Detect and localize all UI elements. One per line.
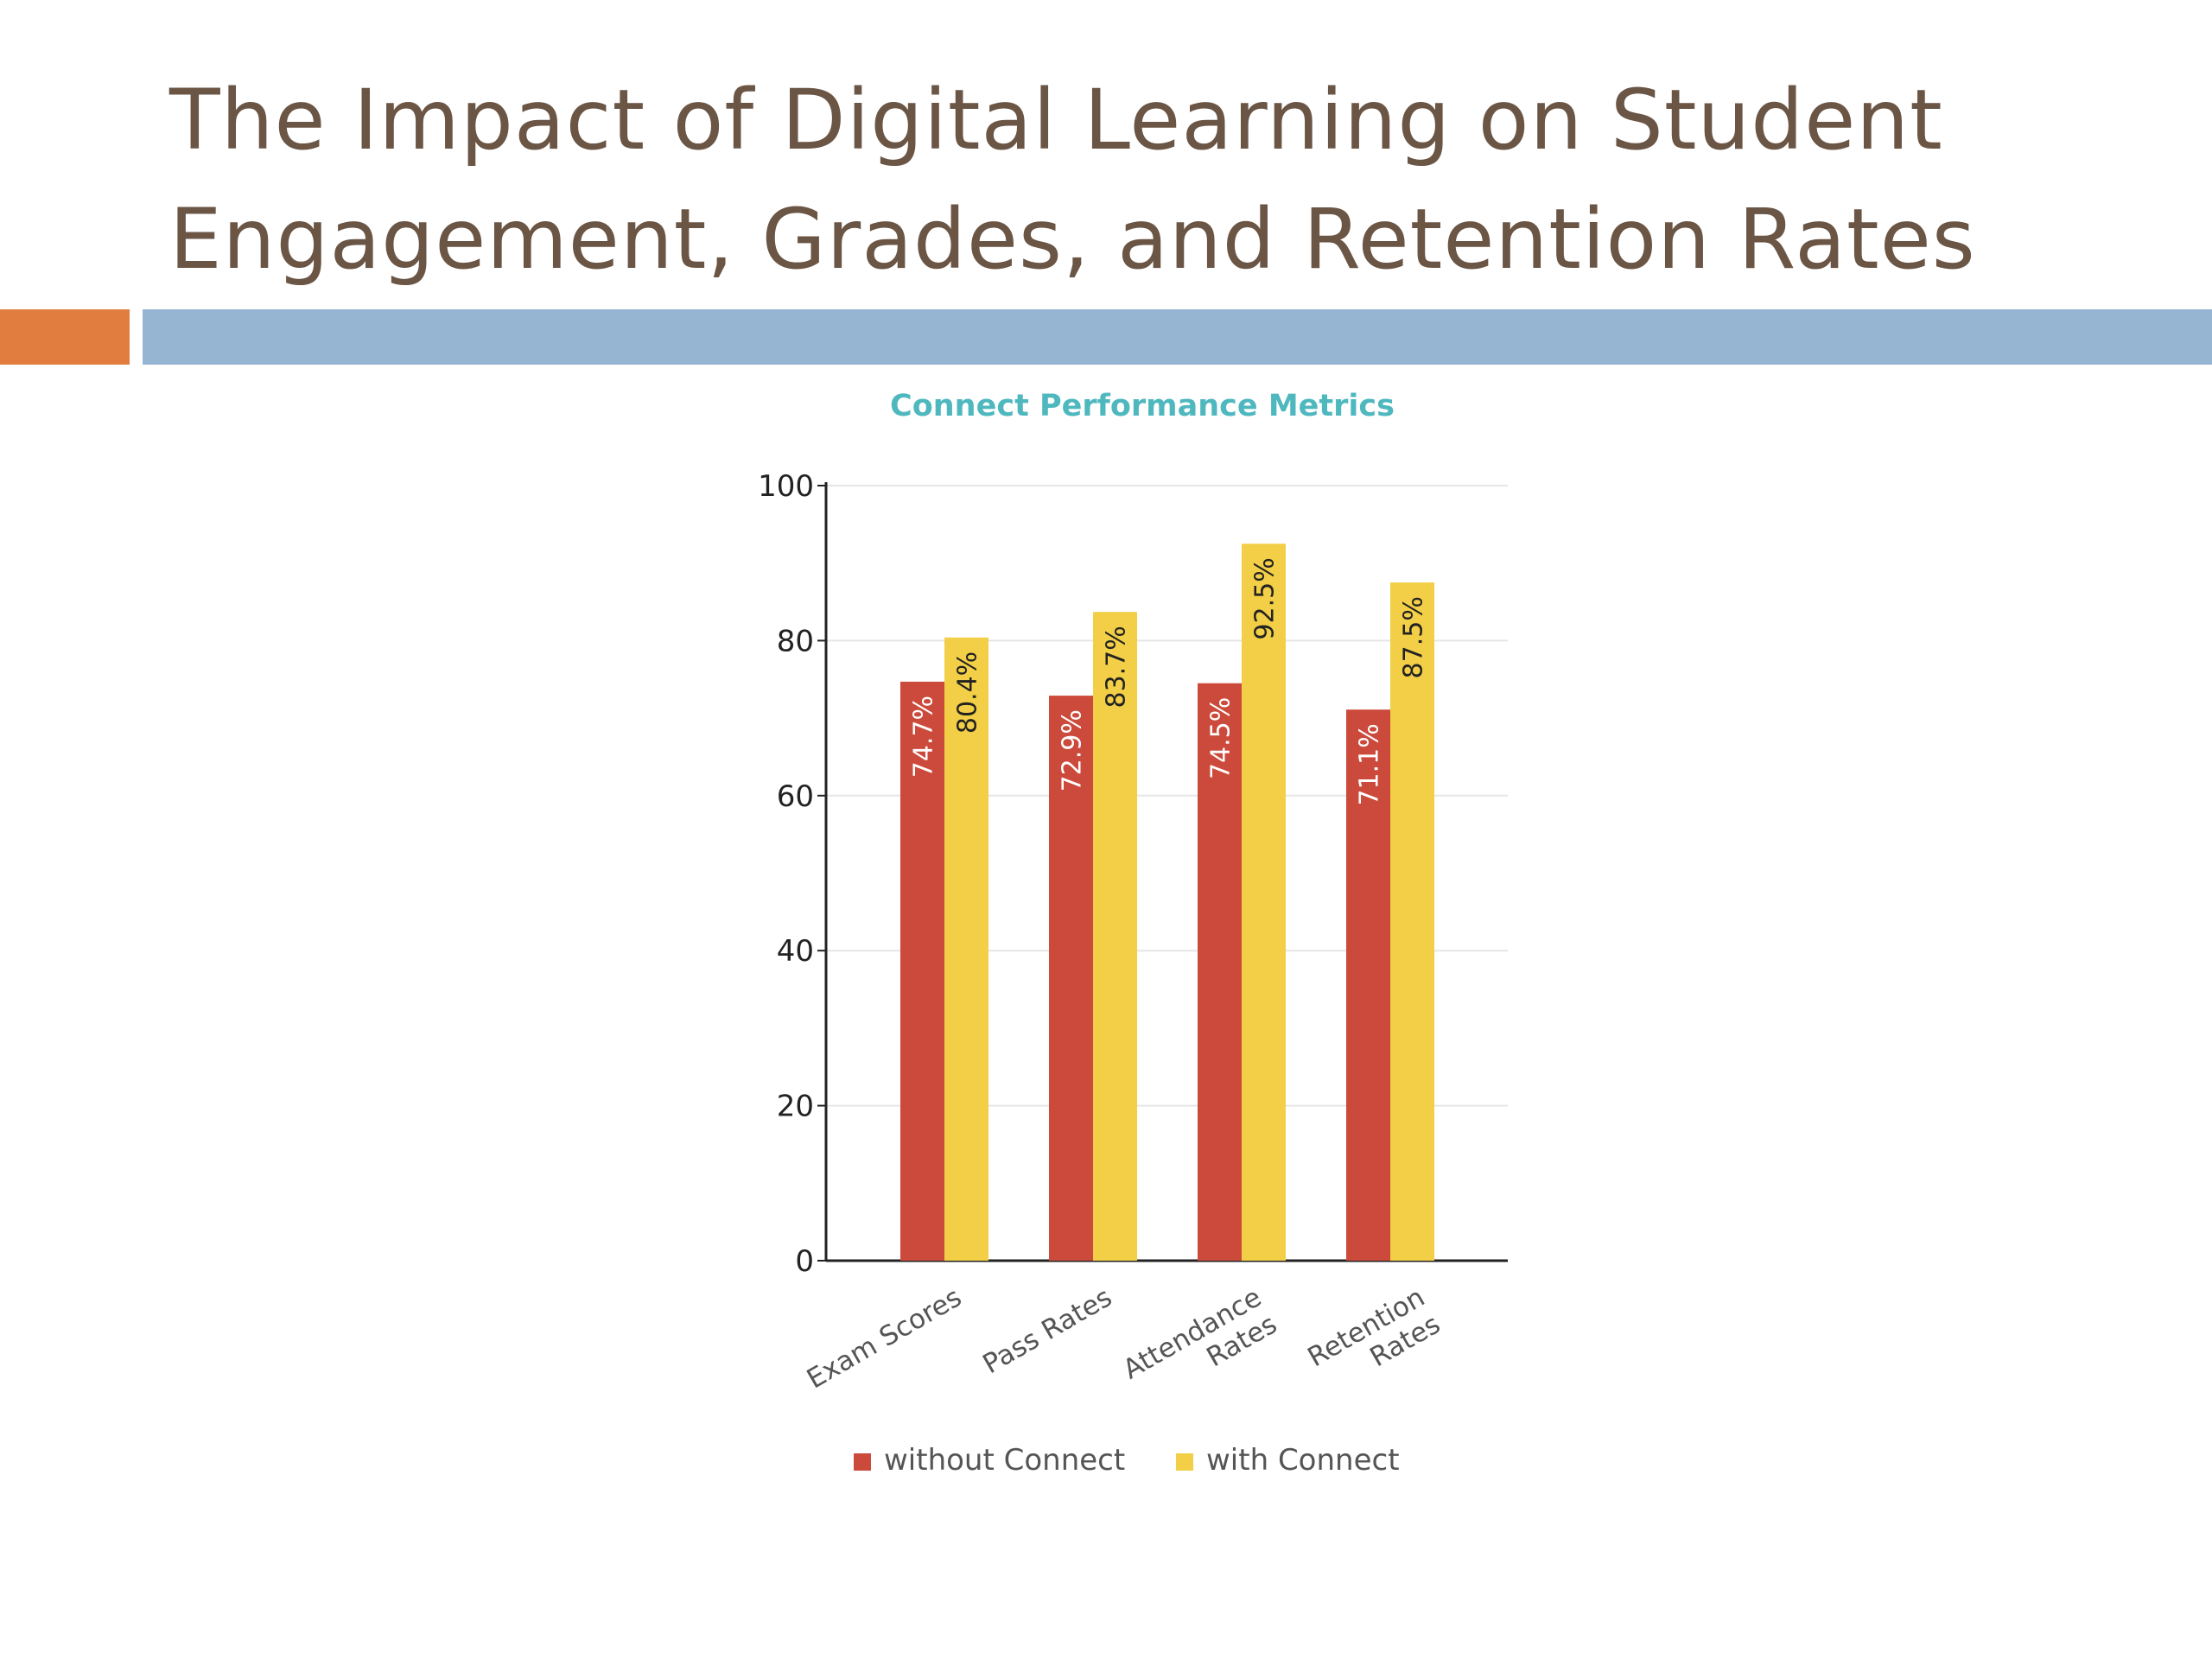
bar-value-label: 87.5%: [1399, 596, 1429, 678]
legend-swatch: [1176, 1453, 1193, 1471]
bar: [1346, 709, 1390, 1261]
y-tick-label: 100: [758, 469, 814, 504]
x-category-label-line: Exam Scores: [802, 1281, 967, 1395]
bar: [944, 637, 988, 1261]
bar-value-label: 80.4%: [953, 652, 983, 734]
x-category-label-line: Pass Rates: [978, 1281, 1117, 1380]
bar: [1242, 543, 1286, 1261]
bar-value-label: 92.5%: [1250, 557, 1281, 639]
bar-value-label: 83.7%: [1102, 626, 1132, 708]
legend-label: with Connect: [1206, 1443, 1400, 1478]
x-category-label: Pass Rates: [978, 1281, 1117, 1380]
y-tick-label: 80: [777, 624, 814, 658]
chart-title: Connect Performance Metrics: [890, 389, 1395, 423]
legend: without Connect with Connect: [854, 1443, 1400, 1478]
y-tick-label: 0: [795, 1244, 814, 1279]
x-category-label: Exam Scores: [802, 1281, 967, 1395]
bar-value-label: 74.5%: [1206, 697, 1236, 779]
y-tick-label: 20: [777, 1090, 814, 1124]
bar-value-label: 74.7%: [909, 696, 939, 778]
y-tick-label: 40: [777, 934, 814, 969]
bars: [900, 543, 1434, 1261]
bar: [1390, 582, 1434, 1261]
title-rule-bar: [143, 309, 2212, 365]
bar: [1093, 612, 1137, 1261]
accent-bar: [0, 309, 130, 365]
bar-value-label: 72.9%: [1058, 709, 1088, 791]
bar: [900, 681, 944, 1261]
slide-title-line-1: The Impact of Digital Learning on Studen…: [169, 72, 1943, 168]
bar: [1049, 696, 1093, 1261]
slide-title-line-2: Engagement, Grades, and Retention Rates: [169, 191, 1976, 288]
legend-label: without Connect: [884, 1443, 1125, 1478]
legend-swatch: [854, 1453, 871, 1471]
slide-title: The Impact of Digital Learning on Studen…: [169, 60, 2070, 299]
data-labels: 74.7% 80.4% 72.9% 83.7% 74.5% 92.5% 71.1% 87.5%: [909, 557, 1429, 805]
bar-value-label: 71.1%: [1355, 723, 1385, 805]
bar: [1198, 683, 1242, 1261]
y-tick-label: 60: [777, 779, 814, 814]
